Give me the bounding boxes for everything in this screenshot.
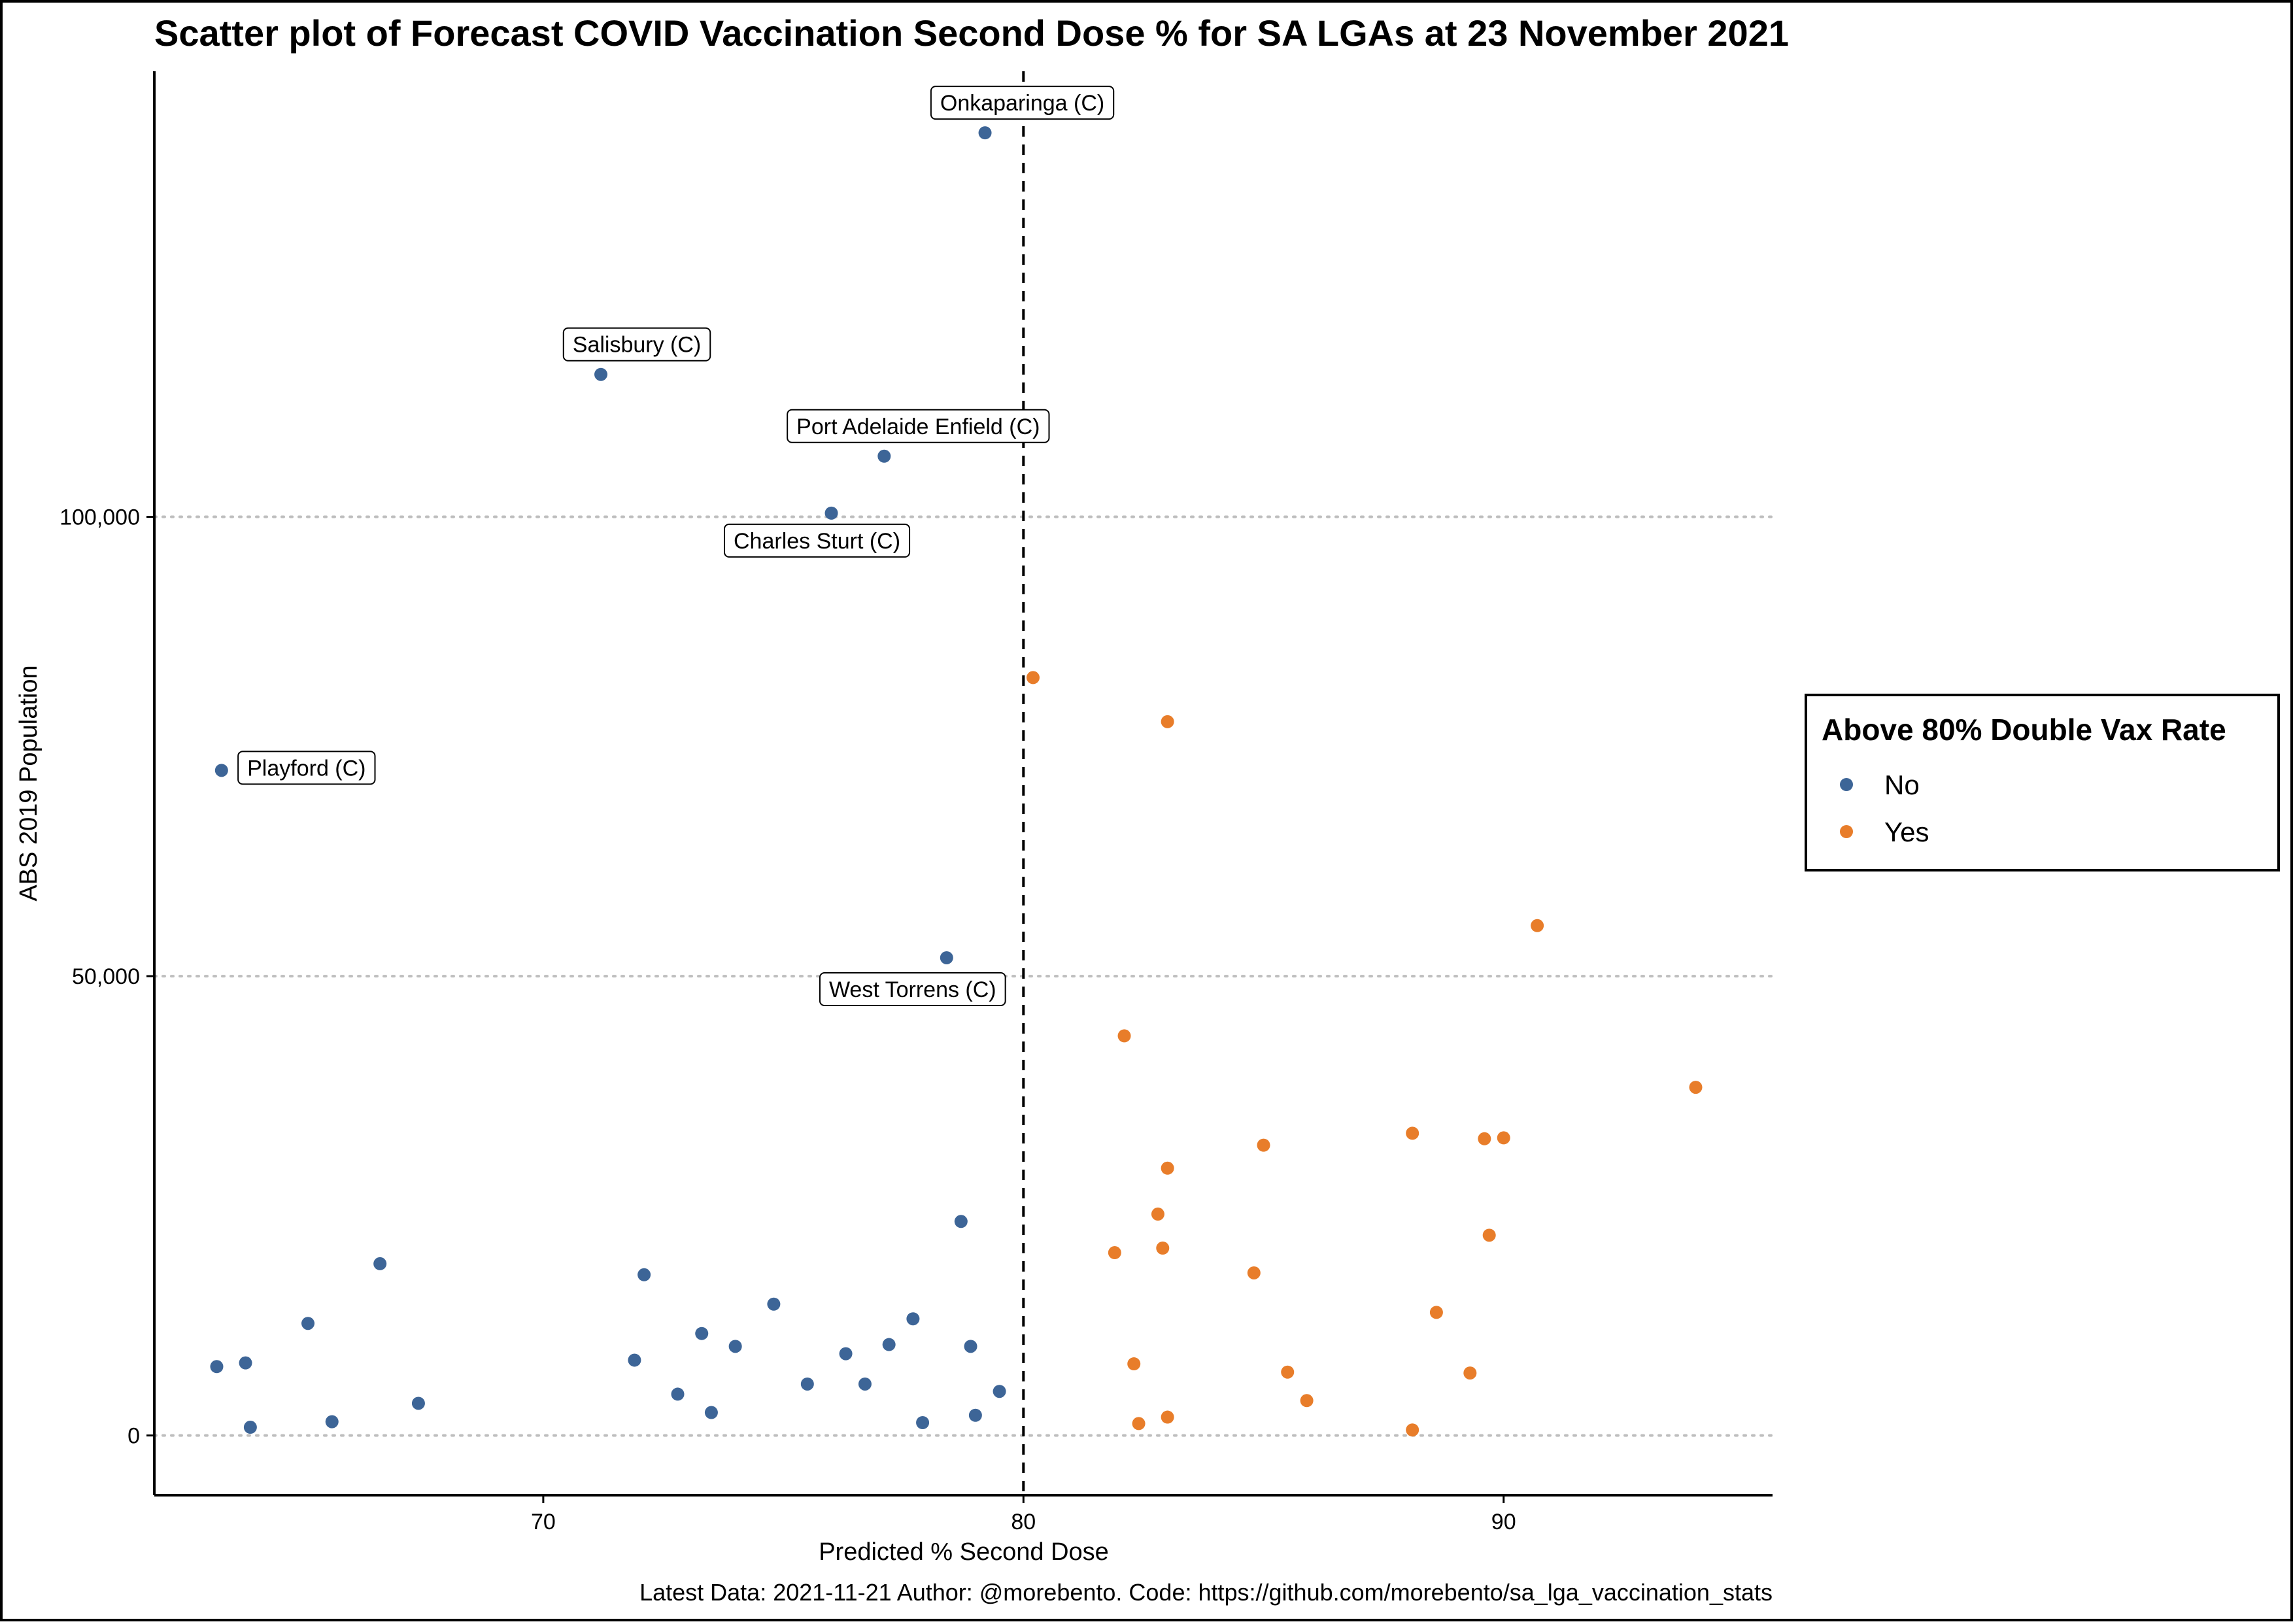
scatter-point — [1531, 919, 1544, 932]
y-axis-title: ABS 2019 Population — [15, 665, 42, 901]
scatter-point — [978, 126, 992, 140]
legend-box — [1805, 694, 2280, 871]
scatter-point — [940, 951, 953, 964]
x-tick-label: 70 — [531, 1510, 556, 1534]
scatter-point — [1478, 1132, 1491, 1145]
y-tick-label: 50,000 — [72, 964, 140, 989]
axis-ticks: 0 50,000 100,000 70 80 90 — [59, 505, 1516, 1534]
chart-caption: Latest Data: 2021-11-21 Author: @moreben… — [639, 1579, 1773, 1606]
scatter-point — [704, 1406, 718, 1419]
scatter-point — [916, 1415, 930, 1429]
scatter-point — [964, 1340, 977, 1353]
chart-title: Scatter plot of Forecast COVID Vaccinati… — [154, 12, 1789, 54]
scatter-point — [877, 449, 891, 463]
y-tick-label: 0 — [127, 1424, 140, 1449]
scatter-point — [968, 1408, 982, 1422]
scatter-point — [954, 1215, 968, 1228]
annotation-label: Onkaparinga (C) — [940, 91, 1104, 116]
scatter-point — [1429, 1306, 1443, 1319]
scatter-point — [1406, 1423, 1419, 1437]
scatter-point — [1127, 1357, 1141, 1371]
point-annotation: West Torrens (C) — [819, 972, 1006, 1006]
scatter-point — [671, 1387, 685, 1401]
x-tick-label: 80 — [1011, 1510, 1036, 1534]
scatter-point — [800, 1377, 814, 1391]
legend-title: Above 80% Double Vax Rate — [1822, 713, 2226, 747]
scatter-point — [993, 1385, 1006, 1398]
scatter-point — [628, 1353, 641, 1367]
annotation-box — [819, 972, 1006, 1006]
legend-label: No — [1884, 770, 1920, 800]
scatter-point — [243, 1421, 257, 1434]
scatter-point — [1108, 1246, 1121, 1260]
scatter-point — [858, 1377, 872, 1391]
legend-entries: No Yes — [1840, 770, 1929, 847]
annotation-label: Charles Sturt (C) — [734, 529, 900, 554]
scatter-point — [1247, 1266, 1261, 1279]
scatter-point — [1117, 1029, 1131, 1043]
scatter-point — [906, 1312, 920, 1326]
legend-key-no — [1840, 778, 1853, 791]
x-tick-label: 90 — [1491, 1510, 1516, 1534]
scatter-point — [1482, 1228, 1496, 1242]
scatter-point — [637, 1268, 651, 1281]
axes — [153, 71, 1773, 1497]
scatter-point — [373, 1257, 387, 1270]
point-annotation: Salisbury (C) — [562, 327, 711, 362]
point-annotation: Playford (C) — [237, 751, 376, 785]
scatter-point — [325, 1415, 339, 1429]
annotation-box — [787, 409, 1050, 443]
scatter-point — [1406, 1126, 1419, 1140]
scatter-point — [1132, 1417, 1146, 1430]
scatter-point — [1281, 1365, 1295, 1379]
annotation-label: Port Adelaide Enfield (C) — [796, 414, 1040, 439]
scatter-point — [301, 1317, 315, 1330]
annotation-box — [237, 751, 376, 785]
legend-label: Yes — [1884, 817, 1929, 847]
scatter-point — [1161, 1410, 1174, 1424]
scatter-chart: Scatter plot of Forecast COVID Vaccinati… — [15, 12, 2280, 1606]
scatter-point — [1257, 1138, 1270, 1152]
scatter-point — [1151, 1208, 1164, 1221]
annotation-box — [724, 523, 911, 558]
scatter-point — [824, 506, 838, 520]
point-annotation: Onkaparinga (C) — [930, 86, 1115, 120]
scatter-point — [239, 1356, 252, 1370]
scatter-point — [839, 1347, 853, 1361]
scatter-point — [1156, 1242, 1170, 1255]
scatter-point — [1689, 1081, 1703, 1094]
annotation-box — [562, 327, 711, 362]
legend: Above 80% Double Vax Rate No Yes — [1805, 694, 2280, 871]
annotation-box — [930, 86, 1115, 120]
scatter-point — [728, 1340, 742, 1353]
scatter-point — [210, 1360, 224, 1374]
scatter-point — [695, 1327, 709, 1340]
annotation-label: Playford (C) — [247, 756, 365, 781]
scatter-point — [1161, 715, 1174, 728]
point-annotation: Port Adelaide Enfield (C) — [787, 409, 1050, 443]
scatter-point — [1026, 671, 1040, 685]
point-annotation: Charles Sturt (C) — [724, 523, 911, 558]
scatter-point — [594, 367, 608, 381]
scatter-point — [214, 764, 228, 777]
scatter-point — [767, 1297, 781, 1311]
y-tick-label: 100,000 — [59, 505, 140, 530]
point-annotations: Onkaparinga (C) Salisbury (C) Port Adelaid… — [237, 86, 1115, 1006]
scatter-point — [1463, 1366, 1477, 1380]
legend-key-yes — [1840, 825, 1853, 838]
x-axis-title: Predicted % Second Dose — [819, 1538, 1109, 1566]
scatter-point — [1300, 1394, 1314, 1408]
scatter-point — [1497, 1131, 1510, 1145]
scatter-point — [411, 1396, 425, 1410]
annotation-label: Salisbury (C) — [573, 333, 701, 358]
data-points — [210, 126, 1703, 1437]
scatter-point — [882, 1338, 896, 1351]
annotation-label: West Torrens (C) — [829, 977, 996, 1002]
scatter-point — [1161, 1161, 1174, 1175]
